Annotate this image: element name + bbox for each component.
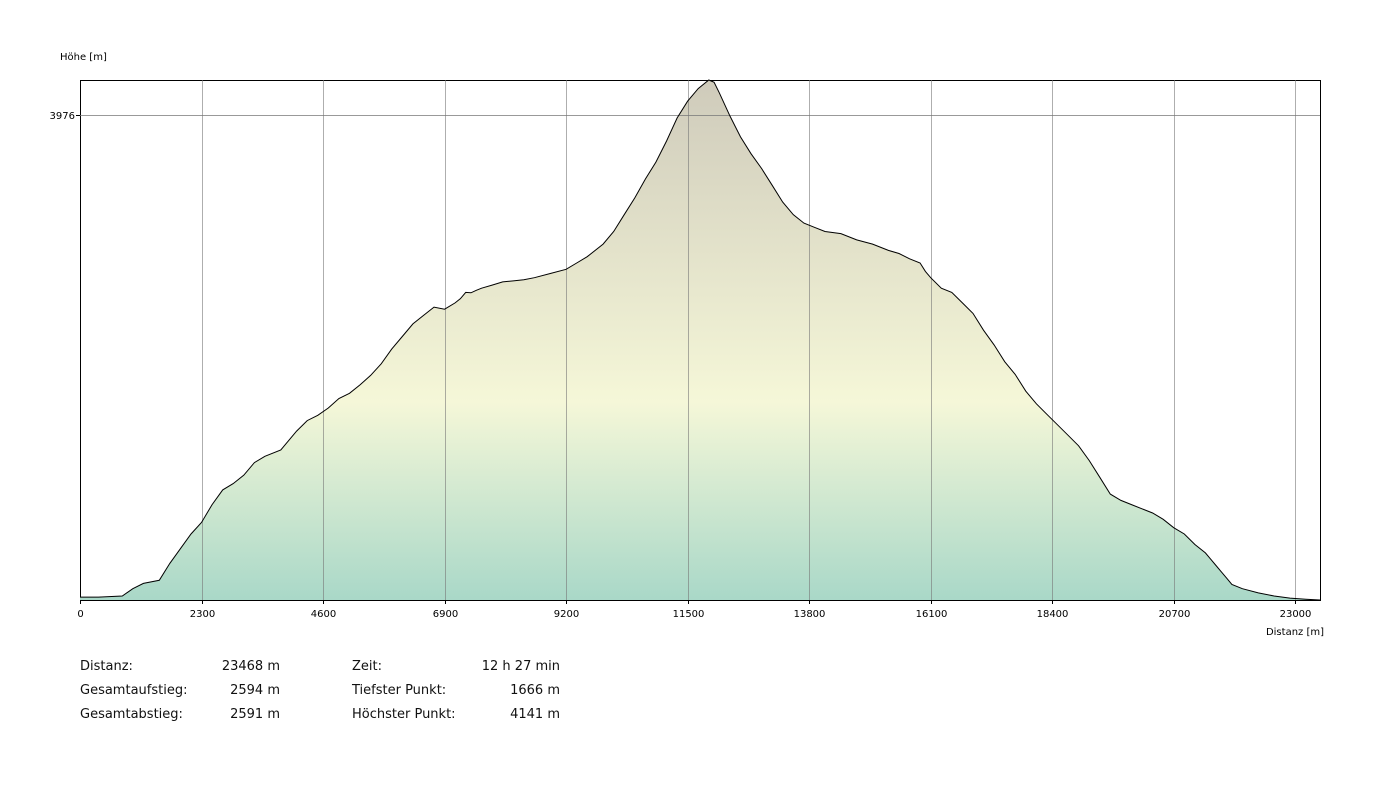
stat-total-ascent: Gesamtaufstieg: 2594 m: [80, 682, 280, 700]
x-tick-label: 23000: [1280, 609, 1312, 620]
grid-lines: [80, 80, 1320, 600]
x-tick-label: 11500: [673, 609, 705, 620]
x-tick-label: 13800: [794, 609, 826, 620]
stat-distance: Distanz: 23468 m: [80, 658, 280, 676]
x-tick-label: 18400: [1037, 609, 1069, 620]
x-tick-label: 16100: [916, 609, 948, 620]
x-tick-label: 0: [77, 609, 83, 620]
stat-value: 23468 m: [221, 659, 280, 674]
y-tick-label: 3976: [50, 111, 75, 122]
x-tick-label: 6900: [433, 609, 458, 620]
stat-total-descent: Gesamtabstieg: 2591 m: [80, 706, 280, 724]
stat-value: 2591 m: [230, 707, 280, 722]
x-tick-label: 4600: [311, 609, 336, 620]
elevation-area: [80, 80, 1320, 600]
stat-label: Zeit:: [352, 659, 382, 674]
stat-label: Höchster Punkt:: [352, 707, 456, 722]
y-axis-title: Höhe [m]: [60, 52, 107, 63]
stat-highest-point: Höchster Punkt: 4141 m: [352, 706, 560, 724]
axis-ticks: 0 2300 4600 6900 9200 11500 13800 16100 18400 207…: [50, 111, 1312, 620]
stat-lowest-point: Tiefster Punkt: 1666 m: [352, 682, 560, 700]
x-tick-label: 20700: [1159, 609, 1191, 620]
stat-value: 4141 m: [510, 707, 560, 722]
x-tick-label: 2300: [190, 609, 215, 620]
stat-label: Gesamtaufstieg:: [80, 683, 188, 698]
stat-value: 1666 m: [510, 683, 560, 698]
x-tick-label: 9200: [554, 609, 579, 620]
stat-label: Gesamtabstieg:: [80, 707, 183, 722]
stat-label: Distanz:: [80, 659, 133, 674]
x-axis-title: Distanz [m]: [1266, 627, 1324, 638]
stat-value: 2594 m: [230, 683, 280, 698]
elevation-line: [80, 79, 1321, 601]
stat-value: 12 h 27 min: [481, 659, 560, 674]
stat-label: Tiefster Punkt:: [352, 683, 447, 698]
stat-time: Zeit: 12 h 27 min: [352, 658, 560, 676]
